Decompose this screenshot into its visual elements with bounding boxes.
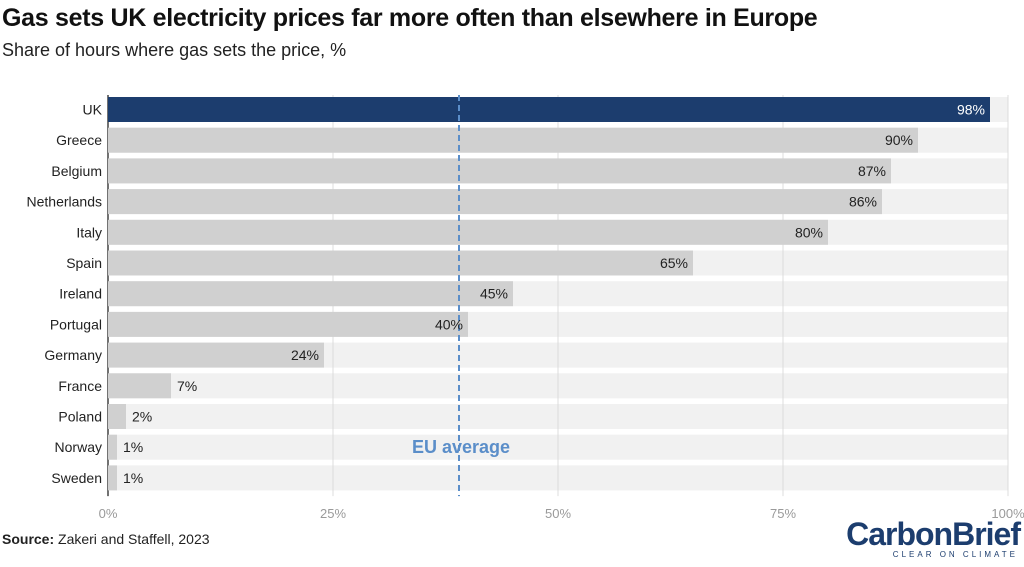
value-label: 90% <box>885 132 913 148</box>
bar <box>108 434 117 460</box>
x-tick-label: 75% <box>770 506 796 520</box>
value-label: 7% <box>177 378 197 394</box>
category-label: Germany <box>44 347 102 363</box>
bar <box>108 404 126 429</box>
category-label: Italy <box>76 224 102 240</box>
category-label: Greece <box>56 132 102 148</box>
category-label: France <box>58 378 102 394</box>
category-label: Netherlands <box>27 194 103 210</box>
category-label: Poland <box>58 409 102 425</box>
x-tick-label: 50% <box>545 506 571 520</box>
bar <box>108 158 891 184</box>
category-label: Spain <box>66 255 102 271</box>
bar <box>108 311 468 337</box>
reference-label: EU average <box>412 437 510 457</box>
logo-wordmark: CarbonBrief <box>846 516 1021 552</box>
bars <box>108 97 990 491</box>
chart-subtitle: Share of hours where gas sets the price,… <box>2 40 347 60</box>
value-label: 2% <box>132 409 152 425</box>
source-note: Source: Zakeri and Staffell, 2023 <box>2 531 210 547</box>
eu-average-reference: EU average <box>412 95 510 497</box>
bar <box>108 281 513 307</box>
bar <box>108 97 990 122</box>
value-labels: 98% 90% 87% 86% 80% 65% 45% 40% 24% 7% 2% 1% 1% <box>123 102 985 486</box>
category-label: UK <box>83 102 103 118</box>
value-label: 87% <box>858 163 886 179</box>
bar-chart: EU average UK Greece Belgium Netherlands Ita… <box>27 95 1024 520</box>
value-label: 80% <box>795 224 823 240</box>
bar <box>108 342 324 368</box>
x-tick-label: 25% <box>320 506 346 520</box>
bar <box>108 465 117 491</box>
category-label: Portugal <box>50 316 102 332</box>
category-label: Norway <box>55 439 102 455</box>
value-label: 45% <box>480 286 508 302</box>
category-label: Sweden <box>51 470 102 486</box>
source-label: Source: <box>2 531 55 547</box>
bar <box>108 127 918 153</box>
bar <box>108 189 882 215</box>
bar <box>108 219 828 245</box>
value-label: 1% <box>123 470 143 486</box>
value-label: 24% <box>291 347 319 363</box>
value-label: 98% <box>957 102 985 118</box>
value-label: 65% <box>660 255 688 271</box>
x-tick-label: 100% <box>991 506 1024 520</box>
x-axis-ticks: 0% 25% 50% 75% 100% <box>99 506 1024 520</box>
x-tick-label: 0% <box>99 506 118 520</box>
bar <box>108 250 693 276</box>
value-label: 86% <box>849 194 877 210</box>
value-label: 1% <box>123 439 143 455</box>
bar <box>108 373 171 399</box>
carbonbrief-logo: CarbonBrief CLEAR ON CLIMATE <box>846 516 1021 560</box>
category-label: Belgium <box>51 163 102 179</box>
category-labels: UK Greece Belgium Netherlands Italy Spain Irel… <box>27 102 103 486</box>
logo-tagline: CLEAR ON CLIMATE <box>892 550 1018 559</box>
chart-title: Gas sets UK electricity prices far more … <box>2 4 818 32</box>
source-text: Zakeri and Staffell, 2023 <box>58 531 210 547</box>
value-label: 40% <box>435 316 463 332</box>
category-label: Ireland <box>59 286 102 302</box>
